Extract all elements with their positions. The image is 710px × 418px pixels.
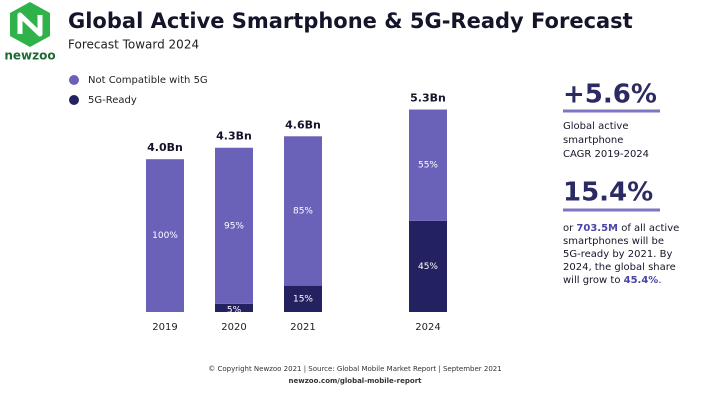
stat-description: smartphone: [563, 135, 623, 146]
footer-copyright: © Copyright Newzoo 2021 | Source: Global…: [208, 365, 501, 373]
bar-value-label: 5%: [227, 305, 242, 315]
bar-segment: [284, 285, 322, 312]
stat-text-part: .: [658, 275, 661, 286]
x-tick-label: 2020: [221, 322, 246, 333]
stat-text-part: will grow to: [563, 275, 624, 286]
x-tick-label: 2024: [415, 322, 440, 333]
stat-text-part: 45.4%: [624, 275, 659, 286]
logo-mark: [17, 12, 43, 37]
bar-value-label: 85%: [293, 206, 313, 216]
stat-text-part: 703.5M: [576, 223, 618, 234]
logo-text: newzoo: [4, 49, 55, 63]
stat-text-part: smartphones will be: [563, 236, 664, 247]
bar-value-label: 95%: [224, 221, 244, 231]
total-label: 4.0Bn: [147, 141, 183, 154]
stat-description: Global active: [563, 121, 628, 132]
stat-text-part: 5G-ready by 2021. By: [563, 249, 672, 260]
legend-label: Not Compatible with 5G: [88, 75, 208, 86]
stat-text-part: or: [563, 223, 576, 234]
legend-swatch: [69, 95, 79, 105]
stat-description: 5G-ready by 2021. By: [563, 249, 672, 260]
bar-value-label: 100%: [152, 231, 178, 241]
bar-segment: [409, 220, 447, 312]
stat-description: 2024, the global share: [563, 262, 676, 273]
stat-cagr: +5.6%: [563, 80, 657, 110]
stat-description: CAGR 2019-2024: [563, 149, 649, 160]
bar-segment: [215, 303, 253, 312]
bar-segment: [146, 159, 184, 312]
stat-description: or 703.5M of all active: [563, 223, 679, 234]
bar-segment: [409, 109, 447, 221]
bar-segment: [215, 147, 253, 304]
chart-subtitle: Forecast Toward 2024: [68, 38, 199, 52]
total-label: 5.3Bn: [410, 92, 446, 105]
chart-title: Global Active Smartphone & 5G-Ready Fore…: [68, 9, 633, 33]
legend-label: 5G-Ready: [88, 95, 137, 106]
legend-swatch: [69, 75, 79, 85]
stat-text-part: of all active: [618, 223, 679, 234]
total-label: 4.6Bn: [285, 118, 321, 131]
stat-text-part: 2024, the global share: [563, 262, 676, 273]
bar-segment: [284, 136, 322, 286]
logo: newzoo: [4, 2, 56, 63]
x-tick-label: 2021: [290, 322, 315, 333]
bar-value-label: 45%: [418, 262, 438, 272]
stat-description: smartphones will be: [563, 236, 664, 247]
bar-value-label: 55%: [418, 161, 438, 171]
total-label: 4.3Bn: [216, 130, 252, 143]
stat-description: will grow to 45.4%.: [563, 275, 662, 286]
bar-value-label: 15%: [293, 294, 313, 304]
footer-url: newzoo.com/global-mobile-report: [289, 377, 423, 385]
x-tick-label: 2019: [152, 322, 177, 333]
stat-share: 15.4%: [563, 178, 653, 208]
